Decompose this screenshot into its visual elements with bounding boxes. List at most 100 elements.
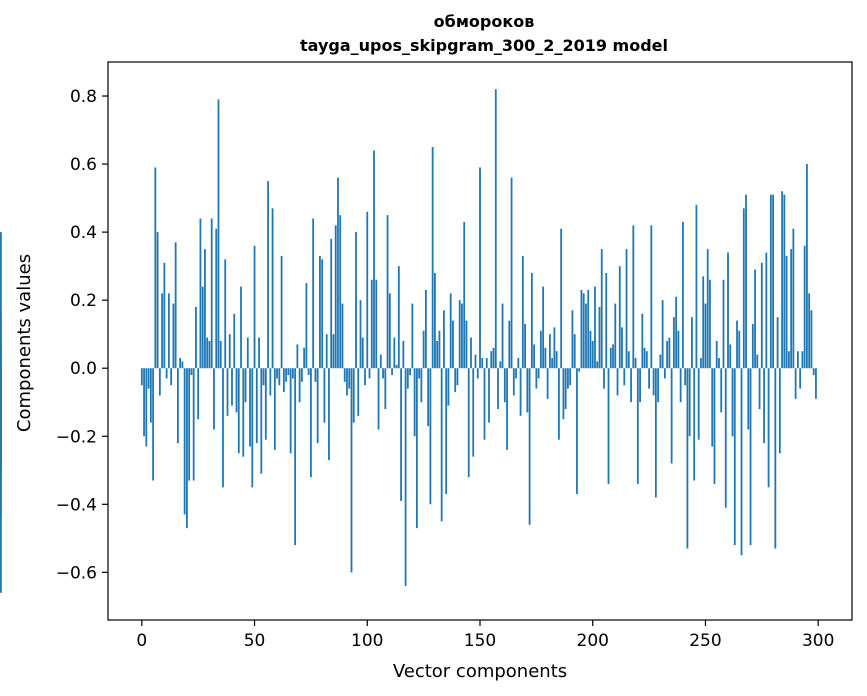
- bar-175: [535, 368, 538, 389]
- bar-undefined: [0, 368, 2, 474]
- bar-142: [461, 303, 463, 369]
- bar-61: [278, 368, 281, 386]
- bar-195: [580, 289, 583, 369]
- bar-47: [246, 337, 249, 369]
- bar-265: [738, 330, 741, 369]
- bar-106: [379, 354, 382, 369]
- bar-242: [686, 368, 689, 549]
- bar-224: [645, 351, 648, 369]
- bar-76: [312, 218, 315, 369]
- bar-108: [384, 368, 387, 410]
- bar-283: [778, 368, 781, 454]
- bar-27: [201, 286, 204, 369]
- bar-173: [530, 272, 533, 369]
- x-tick-label: 300: [802, 631, 834, 651]
- bar-162: [506, 368, 508, 450]
- bar-298: [812, 368, 815, 376]
- bar-177: [539, 330, 542, 369]
- bar-205: [603, 368, 605, 389]
- bar-198: [587, 289, 590, 369]
- bar-107: [382, 368, 384, 379]
- bar-62: [280, 255, 283, 369]
- bar-269: [747, 368, 750, 430]
- bar-158: [497, 368, 499, 410]
- bar-155: [490, 351, 493, 369]
- bar-25: [197, 368, 200, 420]
- bar-69: [296, 344, 299, 369]
- bar-2: [145, 368, 148, 447]
- bar-286: [785, 255, 788, 369]
- bar-56: [267, 181, 269, 369]
- bar-125: [422, 330, 425, 369]
- bar-215: [625, 249, 628, 369]
- bar-268: [745, 194, 747, 369]
- bar-49: [251, 368, 254, 488]
- y-tick-label: −0.6: [56, 563, 97, 583]
- bar-120: [411, 303, 414, 369]
- bar-259: [724, 368, 727, 508]
- bar-273: [756, 354, 759, 369]
- bar-207: [607, 368, 610, 484]
- bar-78: [316, 368, 319, 444]
- bar-189: [567, 368, 569, 389]
- bar-136: [447, 368, 450, 406]
- bar-33: [215, 228, 218, 369]
- bar-18: [181, 361, 184, 369]
- bar-133: [440, 368, 443, 522]
- bar-0: [140, 368, 143, 386]
- bar-92: [348, 368, 351, 389]
- bar-253: [711, 368, 714, 447]
- bar-111: [391, 368, 393, 376]
- bar-63: [282, 368, 285, 393]
- bar-94: [352, 368, 355, 423]
- bar-67: [291, 368, 294, 379]
- bar-182: [551, 358, 554, 369]
- bar-68: [294, 368, 297, 546]
- bar-254: [713, 368, 716, 484]
- bar-127: [427, 368, 430, 427]
- bar-8: [158, 368, 161, 396]
- bar-39: [228, 334, 231, 369]
- bar-151: [481, 358, 484, 369]
- bar-79: [319, 255, 321, 369]
- bar-60: [276, 368, 278, 379]
- bar-13: [170, 368, 173, 386]
- bar-290: [794, 368, 797, 399]
- bar-44: [240, 286, 242, 369]
- bar-167: [517, 358, 520, 369]
- bar-135: [445, 368, 448, 495]
- bar-203: [598, 306, 601, 369]
- bar-186: [560, 228, 563, 369]
- bar-163: [508, 320, 511, 369]
- bar-192: [573, 334, 576, 369]
- bar-28: [204, 249, 206, 369]
- bar-262: [731, 368, 734, 437]
- bar-184: [555, 351, 558, 369]
- y-tick-label: 0.4: [70, 223, 97, 243]
- bar-161: [503, 368, 506, 403]
- bar-204: [600, 249, 603, 369]
- bar-180: [546, 368, 549, 399]
- bar-26: [199, 218, 202, 369]
- bar-113: [395, 364, 398, 369]
- bar-144: [465, 320, 468, 369]
- bar-292: [799, 368, 802, 389]
- bar-248: [700, 358, 702, 369]
- bar-32: [213, 368, 215, 430]
- bar-239: [679, 368, 682, 403]
- bar-48: [249, 368, 251, 447]
- bar-57: [269, 368, 272, 396]
- bar-237: [675, 296, 678, 369]
- bar-243: [688, 368, 691, 437]
- bar-179: [544, 347, 547, 369]
- bar-231: [661, 300, 664, 369]
- bar-40: [231, 368, 233, 406]
- bar-230: [659, 354, 662, 369]
- bar-11: [165, 368, 168, 379]
- bar-137: [449, 293, 452, 369]
- bar-249: [702, 276, 705, 369]
- bar-24: [195, 306, 197, 369]
- bar-252: [709, 279, 711, 369]
- bar-241: [684, 368, 687, 386]
